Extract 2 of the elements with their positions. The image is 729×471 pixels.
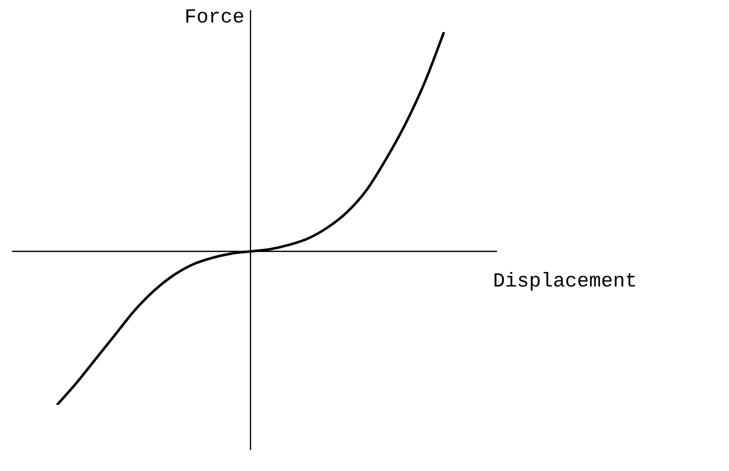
x-axis-title: Displacement — [493, 270, 638, 294]
y-axis-title: Force — [184, 6, 244, 30]
